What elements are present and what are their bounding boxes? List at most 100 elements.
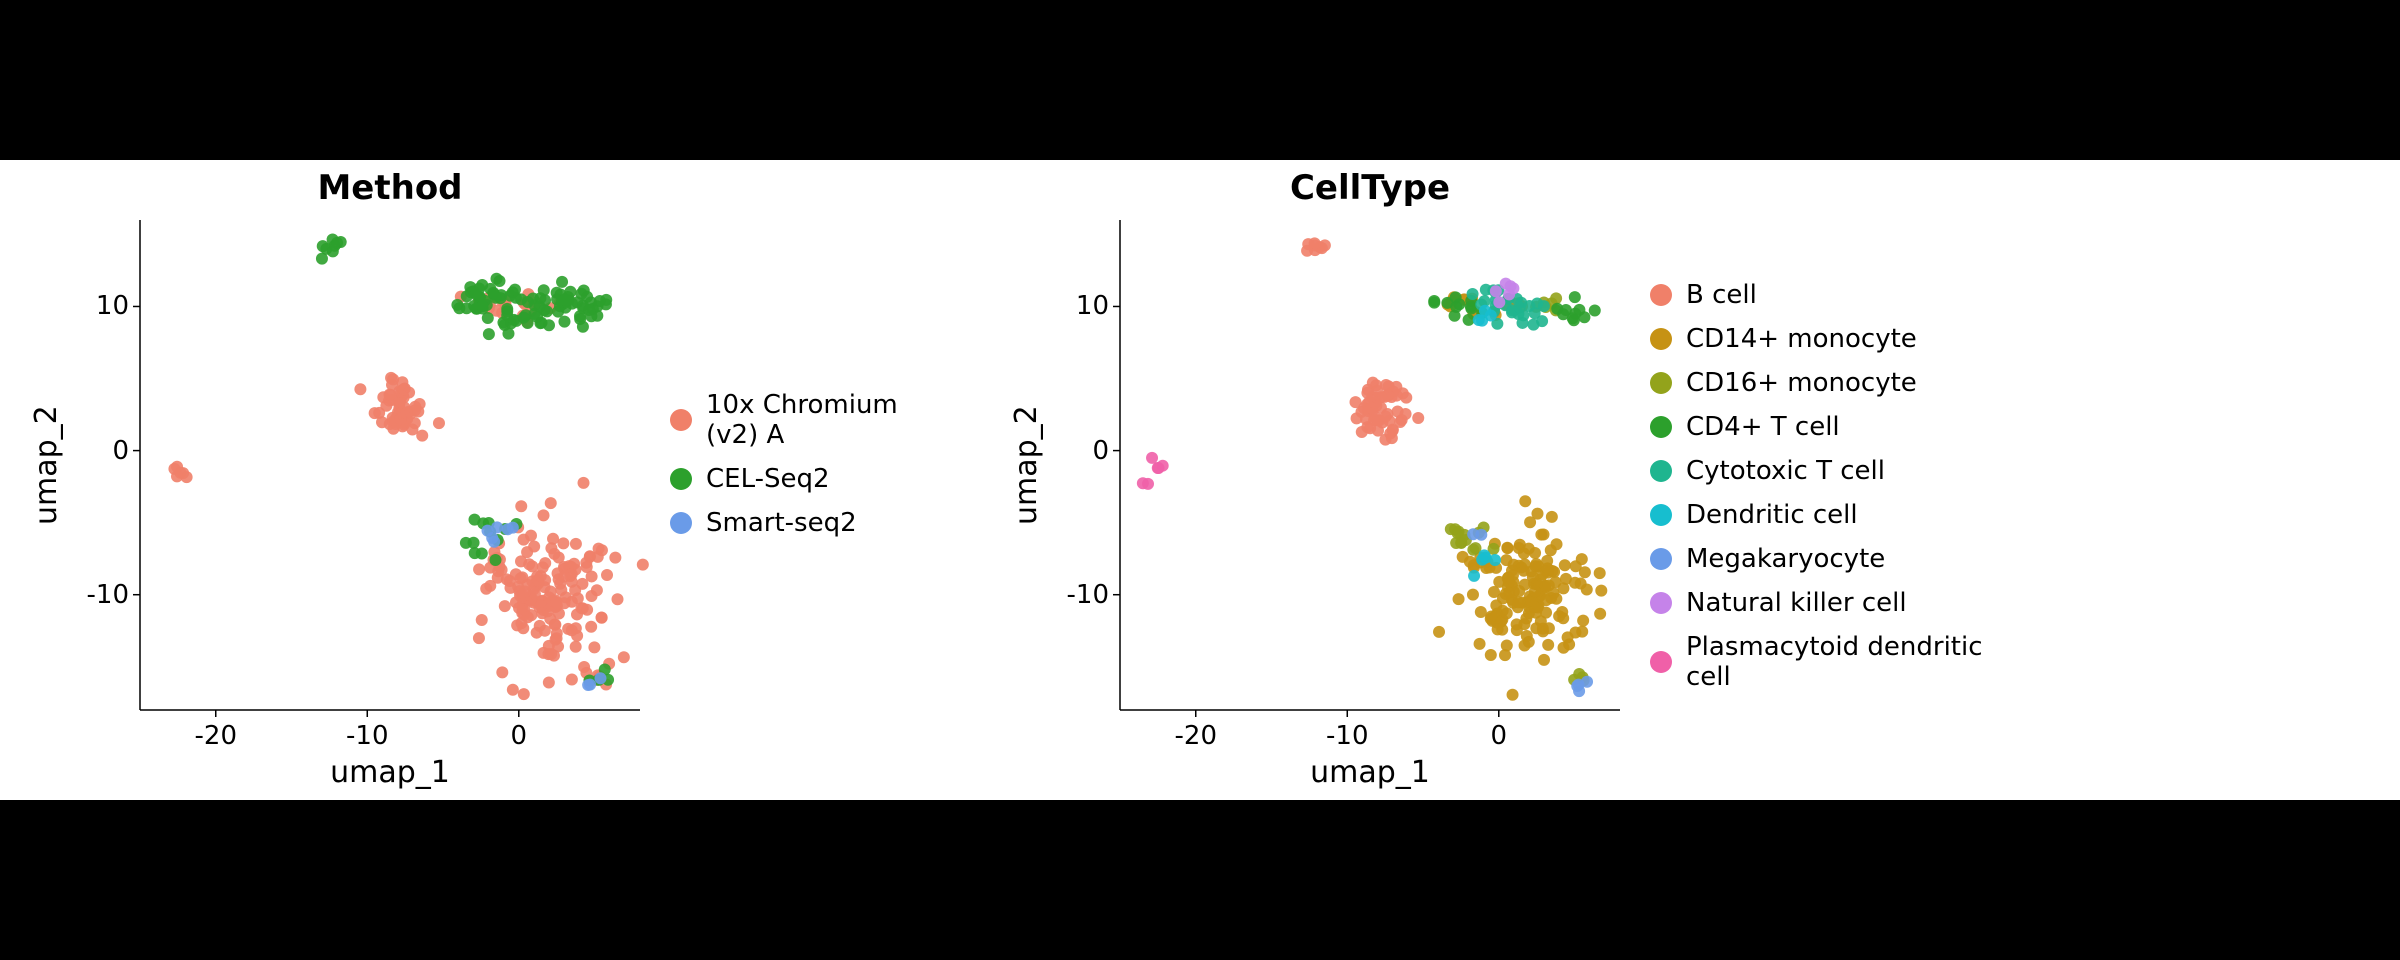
legend-swatch-icon: [1650, 592, 1672, 614]
xtick-label: -10: [346, 721, 388, 751]
scatter-point: [535, 600, 547, 612]
scatter-point: [491, 273, 503, 285]
scatter-point: [1546, 511, 1558, 523]
scatter-point: [483, 328, 495, 340]
scatter-point: [468, 537, 480, 549]
scatter-point: [570, 641, 582, 653]
legend-label: B cell: [1686, 280, 1757, 310]
scatter-point: [473, 563, 485, 575]
plot-area: [140, 220, 640, 710]
plot-area: [1120, 220, 1620, 710]
scatter-point: [1530, 558, 1542, 570]
scatter-point: [1142, 478, 1154, 490]
scatter-point: [578, 477, 590, 489]
xlabel: umap_1: [1120, 755, 1620, 790]
scatter-point: [545, 542, 557, 554]
scatter-point: [578, 661, 590, 673]
scatter-point: [1553, 610, 1565, 622]
scatter-point: [1506, 564, 1518, 576]
scatter-point: [570, 538, 582, 550]
scatter-point: [585, 621, 597, 633]
scatter-point: [480, 583, 492, 595]
scatter-point: [1575, 578, 1587, 590]
scatter-point: [1453, 593, 1465, 605]
scatter-point: [1519, 558, 1531, 570]
legend-swatch-icon: [1650, 460, 1672, 482]
legend-label: Smart-seq2: [706, 508, 857, 538]
scatter-point: [538, 509, 550, 521]
scatter-point: [1474, 638, 1486, 650]
scatter-point: [557, 537, 569, 549]
scatter-point: [1517, 317, 1529, 329]
chart-title: CellType: [1120, 168, 1620, 208]
scatter-point: [1364, 422, 1376, 434]
scatter-point: [502, 523, 514, 535]
scatter-point: [518, 688, 530, 700]
scatter-point: [499, 600, 511, 612]
scatter-point: [1569, 291, 1581, 303]
scatter-point: [1594, 567, 1606, 579]
scatter-point: [594, 672, 606, 684]
legend-item: Dendritic cell: [1650, 500, 2000, 530]
chart-celltype: CellType-20-100-10010umap_1umap_2B cellC…: [1020, 160, 2000, 800]
chart-title: Method: [140, 168, 640, 208]
scatter-point: [509, 284, 521, 296]
legend-label: Dendritic cell: [1686, 500, 1858, 530]
legend-label: CD14+ monocyte: [1686, 324, 1917, 354]
scatter-point: [1366, 402, 1378, 414]
legend-swatch-icon: [1650, 328, 1672, 350]
legend-label: CD4+ T cell: [1686, 412, 1840, 442]
legend-item: Natural killer cell: [1650, 588, 2000, 618]
scatter-point: [566, 673, 578, 685]
scatter-point: [556, 276, 568, 288]
scatter-point: [1540, 594, 1552, 606]
scatter-point: [571, 630, 583, 642]
scatter-point: [571, 608, 583, 620]
scatter-point: [1513, 596, 1525, 608]
ytick-label: 10: [59, 291, 129, 321]
scatter-point: [1501, 607, 1513, 619]
scatter-point: [369, 407, 381, 419]
scatter-point: [596, 612, 608, 624]
legend-label: Megakaryocyte: [1686, 544, 1885, 574]
scatter-point: [612, 593, 624, 605]
legend: 10x Chromium (v2) ACEL-Seq2Smart-seq2: [670, 390, 910, 552]
scatter-point: [1507, 689, 1519, 701]
legend-item: Cytotoxic T cell: [1650, 456, 2000, 486]
legend-swatch-icon: [1650, 372, 1672, 394]
scatter-point: [1502, 542, 1514, 554]
ytick-label: -10: [59, 580, 129, 610]
scatter-point: [609, 552, 621, 564]
scatter-point: [433, 417, 445, 429]
scatter-point: [1379, 434, 1391, 446]
scatter-point: [1490, 285, 1502, 297]
scatter-point: [1595, 585, 1607, 597]
scatter-point: [545, 497, 557, 509]
scatter-point: [588, 641, 600, 653]
scatter-point: [1529, 307, 1541, 319]
scatter-point: [331, 237, 343, 249]
scatter-point: [558, 571, 570, 583]
scatter-point: [409, 417, 421, 429]
legend-swatch-icon: [1650, 504, 1672, 526]
scatter-point: [1557, 582, 1569, 594]
xtick-label: -10: [1326, 721, 1368, 751]
scatter-point: [1468, 570, 1480, 582]
scatter-point: [1542, 562, 1554, 574]
scatter-point: [1371, 385, 1383, 397]
scatter-point: [534, 317, 546, 329]
scatter-point: [545, 648, 557, 660]
scatter-point: [1465, 300, 1477, 312]
legend-label: Plasmacytoid dendritic cell: [1686, 632, 2000, 692]
figure-panel: Method-20-100-10010umap_1umap_210x Chrom…: [0, 160, 2400, 800]
scatter-point: [1519, 495, 1531, 507]
scatter-point: [476, 300, 488, 312]
scatter-point: [596, 544, 608, 556]
legend-swatch-icon: [670, 512, 692, 534]
ytick-label: -10: [1039, 580, 1109, 610]
scatter-point: [1390, 381, 1402, 393]
scatter-point: [1576, 553, 1588, 565]
legend-item: Plasmacytoid dendritic cell: [1650, 632, 2000, 692]
scatter-point: [577, 321, 589, 333]
scatter-point: [1562, 631, 1574, 643]
